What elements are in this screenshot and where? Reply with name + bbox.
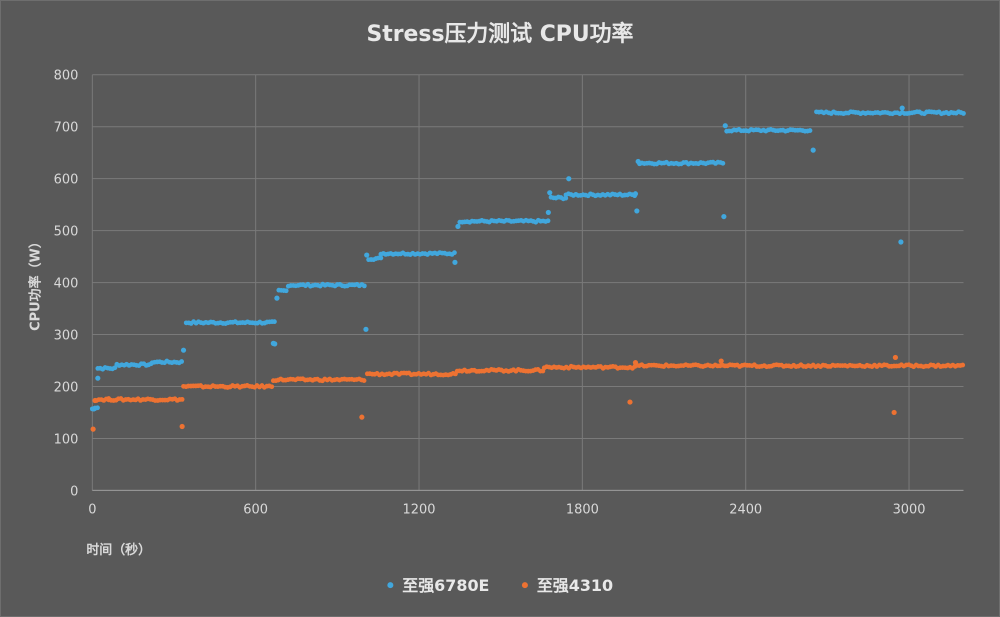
data-point: [960, 362, 966, 368]
y-tick-label: 0: [70, 484, 78, 499]
data-point: [898, 239, 904, 245]
y-tick-label: 600: [54, 173, 79, 188]
y-tick-label: 100: [54, 432, 79, 447]
data-point: [283, 288, 289, 294]
x-tick-label: 0: [88, 502, 96, 517]
chart-title: Stress压力测试 CPU功率: [367, 21, 634, 47]
data-point: [90, 426, 96, 432]
y-tick-label: 500: [54, 225, 79, 240]
legend: 至强6780E 至强4310: [387, 576, 613, 595]
y-tick-label: 400: [54, 277, 79, 292]
data-point: [547, 190, 553, 196]
data-point: [272, 341, 278, 347]
data-point: [632, 191, 639, 197]
x-tick-label: 1800: [566, 502, 599, 517]
data-point: [452, 250, 457, 256]
data-point: [718, 358, 724, 364]
data-point: [179, 397, 185, 402]
legend-label-1: 至强6780E: [402, 576, 489, 595]
x-tick-label: 1200: [403, 502, 436, 517]
data-point: [810, 147, 816, 153]
x-tick-label: 2400: [729, 502, 762, 517]
y-tick-label: 700: [54, 121, 79, 136]
series-1: [89, 105, 966, 412]
data-point: [545, 218, 551, 224]
data-point: [95, 375, 101, 381]
data-point: [891, 409, 897, 416]
data-point: [361, 378, 367, 383]
data-point: [179, 359, 185, 364]
data-point: [899, 105, 905, 111]
y-tick-label: 800: [54, 69, 79, 84]
y-axis: 0 100 200 300 400 500 600 700 800: [54, 69, 79, 500]
y-tick-label: 200: [54, 380, 79, 395]
data-point: [363, 326, 369, 332]
data-point: [455, 223, 461, 230]
data-point: [359, 414, 365, 420]
data-point: [361, 283, 367, 289]
data-point: [566, 176, 572, 182]
data-point: [92, 397, 98, 404]
x-axis: 0 600 1200 1800 2400 3000: [88, 502, 925, 517]
y-tick-label: 300: [54, 329, 79, 344]
data-point: [632, 360, 639, 366]
data-point: [180, 347, 187, 353]
legend-label-2: 至强4310: [537, 576, 613, 595]
data-point: [274, 295, 280, 301]
data-point: [722, 123, 728, 129]
data-point: [720, 160, 726, 166]
data-point: [452, 259, 458, 265]
grid: [91, 74, 964, 491]
data-point: [721, 214, 727, 220]
series-2: [90, 354, 966, 432]
y-axis-title: CPU功率（W）: [27, 235, 43, 331]
x-axis-title: 时间（秒）: [86, 542, 151, 558]
data-point: [91, 406, 97, 412]
data-point: [95, 405, 100, 411]
data-point: [634, 208, 640, 214]
legend-marker-1: [387, 582, 394, 589]
data-point: [635, 158, 641, 165]
data-point: [807, 128, 813, 133]
data-point: [627, 399, 633, 405]
plot-area: [89, 105, 966, 432]
data-point: [892, 354, 899, 361]
x-tick-label: 3000: [893, 502, 926, 517]
legend-marker-2: [521, 582, 528, 589]
data-point: [364, 252, 370, 258]
data-point: [272, 319, 277, 325]
x-tick-label: 600: [243, 502, 268, 517]
data-point: [179, 423, 185, 430]
data-point: [545, 209, 551, 216]
data-point: [378, 255, 384, 261]
data-point: [961, 111, 966, 116]
data-point: [269, 384, 275, 390]
